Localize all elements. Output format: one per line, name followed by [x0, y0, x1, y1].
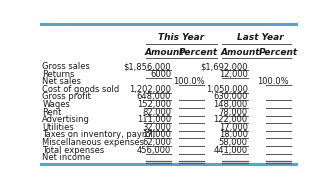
Text: This Year: This Year [158, 33, 205, 42]
Text: 148,000: 148,000 [214, 100, 248, 109]
Text: Net sales: Net sales [42, 77, 81, 86]
Text: Cost of goods sold: Cost of goods sold [42, 85, 120, 94]
Text: $1,856,000: $1,856,000 [123, 62, 171, 71]
Text: 62,000: 62,000 [142, 138, 171, 147]
Text: 441,000: 441,000 [214, 146, 248, 155]
Text: 17,000: 17,000 [219, 123, 248, 132]
Text: Gross sales: Gross sales [42, 62, 90, 71]
Text: 152,000: 152,000 [137, 100, 171, 109]
Text: 6000: 6000 [150, 70, 171, 79]
Text: Utilities: Utilities [42, 123, 74, 132]
Text: Miscellaneous expenses: Miscellaneous expenses [42, 138, 144, 147]
Text: 12,000: 12,000 [219, 70, 248, 79]
Text: Percent: Percent [179, 48, 218, 57]
Text: 58,000: 58,000 [219, 138, 248, 147]
Text: $1,692,000: $1,692,000 [200, 62, 248, 71]
Text: Amount: Amount [221, 48, 261, 57]
Text: 100.0%: 100.0% [257, 77, 289, 86]
Text: Rent: Rent [42, 108, 62, 117]
Text: Gross profit: Gross profit [42, 92, 91, 101]
Text: 1,050,000: 1,050,000 [206, 85, 248, 94]
Text: 17,000: 17,000 [142, 130, 171, 140]
Text: 1,202,000: 1,202,000 [129, 85, 171, 94]
Text: 122,000: 122,000 [214, 115, 248, 124]
Text: Advertising: Advertising [42, 115, 90, 124]
Text: 630,000: 630,000 [213, 92, 248, 101]
Text: 648,000: 648,000 [137, 92, 171, 101]
Text: 82,000: 82,000 [142, 108, 171, 117]
Text: Total expenses: Total expenses [42, 146, 105, 155]
Text: Last Year: Last Year [237, 33, 284, 42]
Text: Wages: Wages [42, 100, 70, 109]
Text: 111,000: 111,000 [137, 115, 171, 124]
Text: Taxes on inventory, payroll: Taxes on inventory, payroll [42, 130, 156, 140]
Text: Net income: Net income [42, 153, 91, 162]
Text: Returns: Returns [42, 70, 75, 79]
Text: 456,000: 456,000 [137, 146, 171, 155]
Text: 32,000: 32,000 [142, 123, 171, 132]
Text: 18,000: 18,000 [219, 130, 248, 140]
Text: Amount: Amount [144, 48, 184, 57]
Text: 78,000: 78,000 [218, 108, 248, 117]
Text: 100.0%: 100.0% [173, 77, 204, 86]
Text: Percent: Percent [259, 48, 298, 57]
